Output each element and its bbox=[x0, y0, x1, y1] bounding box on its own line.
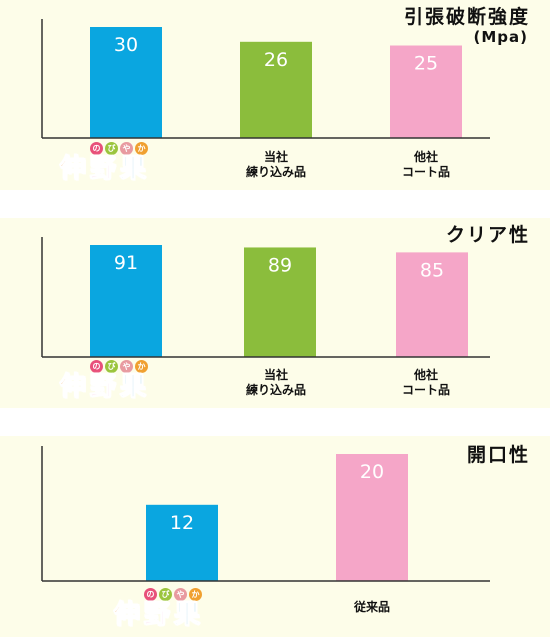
logo-kanji-char: 伸 bbox=[59, 154, 87, 185]
category-label-conventional: 従来品 bbox=[353, 600, 390, 614]
logo-kanji-char: 伸 bbox=[59, 372, 87, 403]
logo-ruby-char: や bbox=[174, 588, 187, 601]
logo-ruby-char: か bbox=[135, 142, 148, 155]
bar-value-label: 25 bbox=[414, 53, 438, 75]
logo-ruby-char: の bbox=[144, 588, 157, 601]
bar bbox=[336, 454, 408, 581]
logo-ruby-char: や bbox=[120, 142, 133, 155]
bar bbox=[396, 252, 468, 357]
logo-kanji-char: 野 bbox=[144, 600, 171, 631]
bar-value-label: 85 bbox=[420, 259, 444, 281]
nobiyaka-logo: のびやか伸野果 bbox=[54, 142, 204, 186]
logo-kanji-char: 果 bbox=[174, 600, 201, 631]
logo-kanji-char: 野 bbox=[90, 372, 117, 403]
logo-kanji-char: 伸 bbox=[113, 600, 141, 631]
logo-ruby-char: び bbox=[105, 360, 118, 373]
bar-value-label: 26 bbox=[264, 49, 288, 71]
openability-panel: 12 20 開口性 のびやか伸野果 従来品 bbox=[0, 436, 550, 637]
bar bbox=[90, 245, 162, 357]
bar bbox=[90, 27, 162, 138]
bar bbox=[244, 247, 316, 357]
category-label-own-kneaded: 当社 練り込み品 bbox=[245, 150, 306, 179]
nobiyaka-logo: のびやか伸野果 bbox=[108, 588, 258, 632]
logo-ruby-char: か bbox=[189, 588, 202, 601]
tensile-strength-unit: (Mpa) bbox=[473, 28, 528, 46]
category-label-other-coated: 他社 コート品 bbox=[401, 150, 450, 179]
nobiyaka-logo: のびやか伸野果 bbox=[54, 360, 204, 404]
openability-title: 開口性 bbox=[466, 444, 530, 466]
clarity-title: クリア性 bbox=[445, 224, 530, 246]
clarity-chart: 91 89 85 bbox=[41, 237, 490, 358]
bar-value-label: 12 bbox=[170, 512, 194, 534]
bar bbox=[240, 41, 312, 138]
logo-ruby-char: の bbox=[90, 142, 103, 155]
bar-value-label: 20 bbox=[360, 461, 384, 483]
logo-ruby-char: び bbox=[159, 588, 172, 601]
logo-ruby-char: び bbox=[105, 142, 118, 155]
category-label-own-kneaded: 当社 練り込み品 bbox=[245, 368, 306, 397]
openability-chart: 12 20 bbox=[41, 446, 490, 582]
tensile-strength-chart: 30 26 25 bbox=[41, 19, 490, 139]
tensile-strength-panel: 30 26 25 引張破断強度 (Mpa) のびやか伸野果 当社 練り込み品 他社 … bbox=[0, 0, 550, 190]
logo-kanji-char: 果 bbox=[120, 372, 147, 403]
bar-value-label: 91 bbox=[114, 252, 138, 274]
bar-value-label: 30 bbox=[114, 34, 138, 56]
bar bbox=[390, 45, 462, 138]
logo-ruby-char: や bbox=[120, 360, 133, 373]
clarity-panel: 91 89 85 クリア性 のびやか伸野果 当社 練り込み品 他社 コート品 bbox=[0, 218, 550, 408]
bar bbox=[146, 504, 218, 581]
logo-ruby-char: か bbox=[135, 360, 148, 373]
tensile-strength-title: 引張破断強度 bbox=[403, 6, 530, 28]
category-label-other-coated: 他社 コート品 bbox=[401, 368, 450, 397]
logo-kanji-char: 果 bbox=[120, 154, 147, 185]
logo-kanji-char: 野 bbox=[90, 154, 117, 185]
logo-ruby-char: の bbox=[90, 360, 103, 373]
bar-value-label: 89 bbox=[268, 254, 292, 276]
